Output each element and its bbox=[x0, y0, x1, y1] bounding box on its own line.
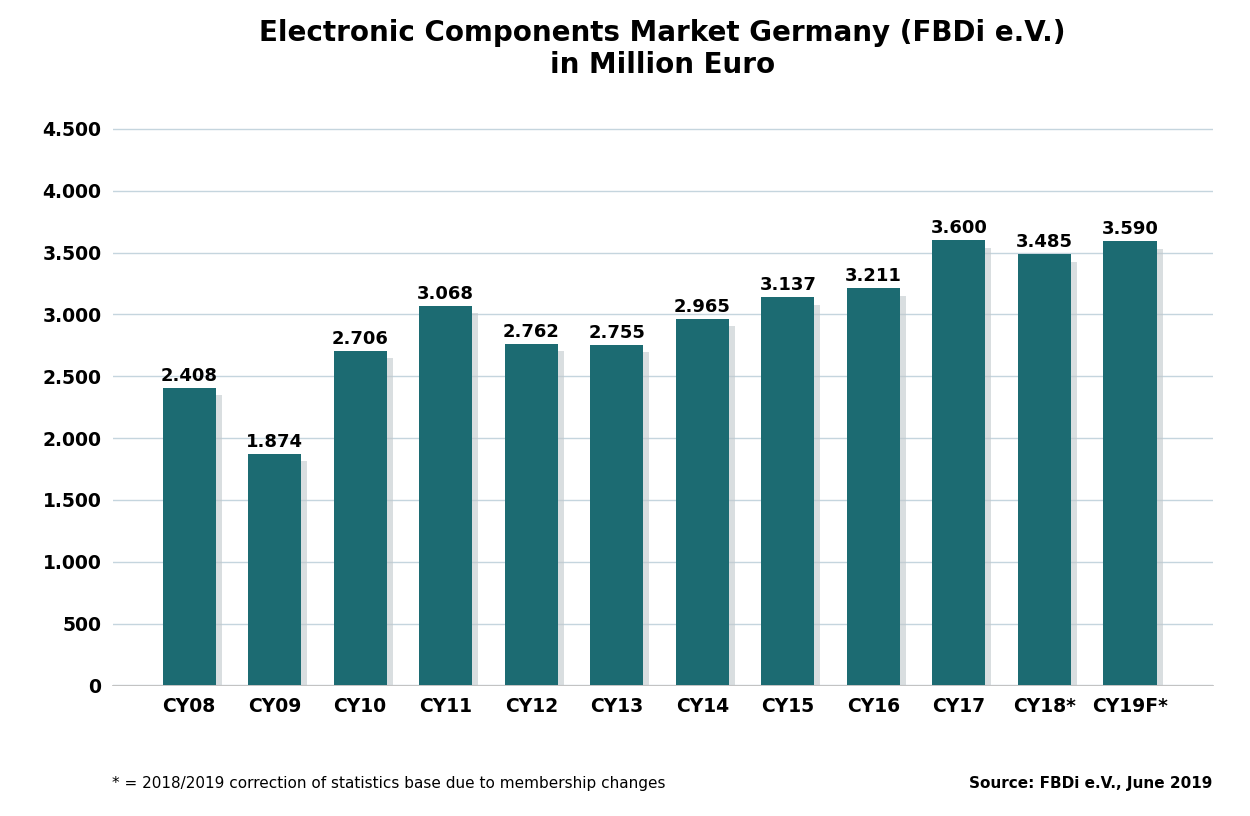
Bar bbox=[681, 326, 735, 690]
Text: 2.755: 2.755 bbox=[589, 324, 645, 342]
Bar bbox=[254, 461, 308, 690]
Text: 2.706: 2.706 bbox=[331, 330, 389, 348]
Text: 2.965: 2.965 bbox=[674, 298, 731, 316]
Text: 3.137: 3.137 bbox=[760, 277, 816, 295]
Text: 2.408: 2.408 bbox=[160, 366, 217, 384]
Bar bbox=[169, 395, 221, 690]
Text: 2.762: 2.762 bbox=[503, 322, 560, 341]
Text: 3.485: 3.485 bbox=[1016, 233, 1072, 251]
Bar bbox=[334, 351, 386, 685]
Bar bbox=[511, 351, 564, 690]
Bar bbox=[505, 344, 558, 685]
Bar bbox=[939, 247, 991, 690]
Bar bbox=[846, 288, 900, 685]
Text: 3.600: 3.600 bbox=[930, 219, 988, 237]
Text: 3.211: 3.211 bbox=[845, 267, 901, 285]
Bar bbox=[768, 305, 820, 690]
Bar bbox=[1024, 262, 1078, 690]
Bar bbox=[248, 454, 301, 685]
Bar bbox=[340, 358, 392, 690]
Bar bbox=[425, 313, 479, 690]
Bar bbox=[419, 306, 472, 685]
Text: Source: FBDi e.V., June 2019: Source: FBDi e.V., June 2019 bbox=[969, 776, 1212, 791]
Text: 3.068: 3.068 bbox=[418, 285, 474, 303]
Bar bbox=[162, 388, 215, 685]
Bar bbox=[853, 295, 906, 690]
Bar bbox=[1104, 242, 1156, 685]
Text: 3.590: 3.590 bbox=[1101, 220, 1159, 238]
Text: 1.874: 1.874 bbox=[246, 432, 302, 450]
Bar bbox=[1017, 255, 1071, 685]
Text: * = 2018/2019 correction of statistics base due to membership changes: * = 2018/2019 correction of statistics b… bbox=[112, 776, 666, 791]
Bar bbox=[1110, 249, 1162, 690]
Bar bbox=[676, 319, 729, 685]
Bar bbox=[932, 240, 985, 685]
Bar bbox=[761, 297, 814, 685]
Bar bbox=[590, 344, 644, 685]
Bar bbox=[596, 352, 649, 690]
Title: Electronic Components Market Germany (FBDi e.V.)
in Million Euro: Electronic Components Market Germany (FB… bbox=[259, 19, 1066, 79]
